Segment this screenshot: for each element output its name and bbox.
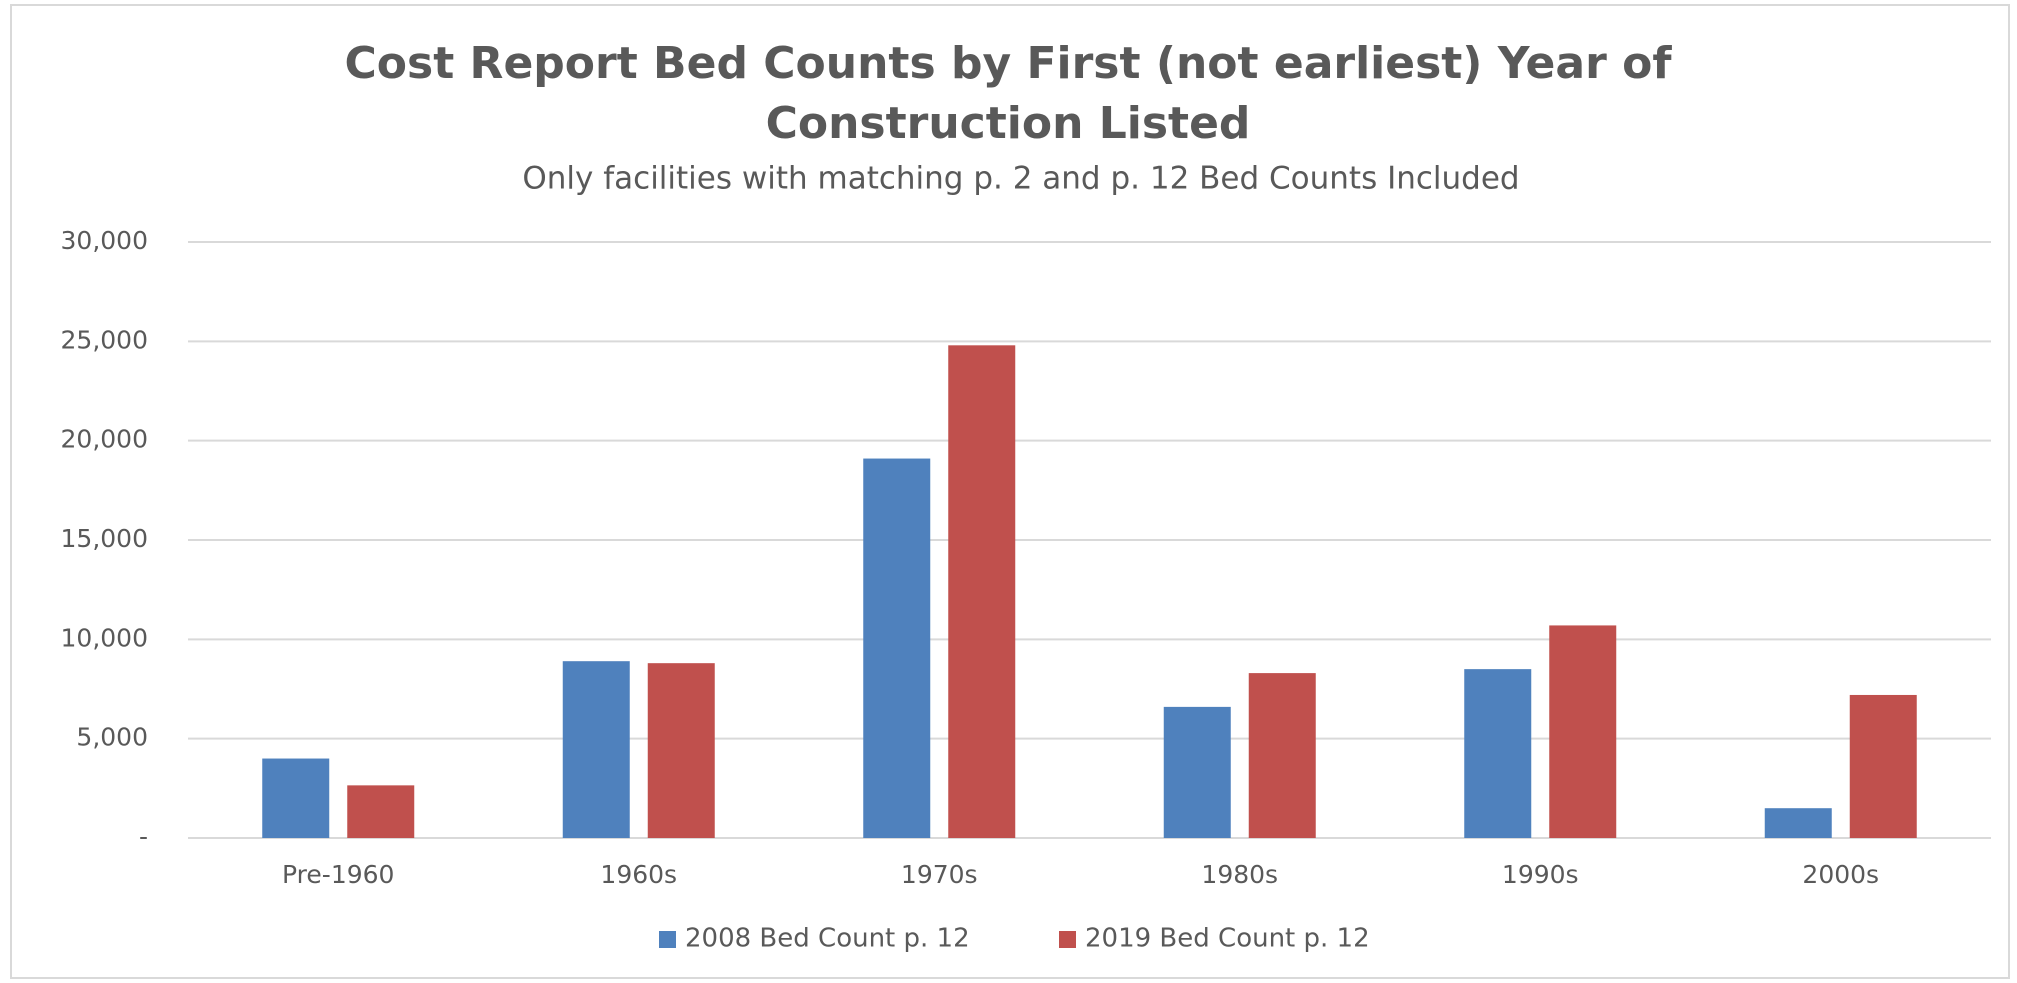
legend-label: 2008 Bed Count p. 12 [685, 924, 970, 954]
bar [1849, 694, 1917, 838]
bar [948, 345, 1016, 838]
chart-frame [10, 4, 2010, 979]
bar [1764, 808, 1832, 838]
y-tick-label: 20,000 [61, 425, 148, 454]
bar [262, 758, 330, 838]
x-tick-label: 1980s [1201, 860, 1278, 889]
legend-swatch [659, 931, 676, 948]
bar [1464, 669, 1532, 838]
x-tick-label: 1970s [901, 860, 978, 889]
y-tick-label: 25,000 [61, 325, 148, 354]
x-tick-label: 2000s [1802, 860, 1879, 889]
bar [1248, 673, 1316, 838]
chart-title: Cost Report Bed Counts by First (not ear… [344, 38, 1672, 149]
bar [863, 458, 931, 838]
bar [647, 663, 715, 838]
bar [347, 785, 415, 838]
bar [562, 661, 630, 838]
x-tick-label: Pre-1960 [282, 860, 394, 889]
chart-subtitle: Only facilities with matching p. 2 and p… [522, 161, 1519, 197]
y-tick-label: 5,000 [76, 723, 148, 752]
legend-swatch [1059, 931, 1076, 948]
x-tick-label: 1990s [1502, 860, 1579, 889]
y-tick-label: 10,000 [61, 623, 148, 652]
y-tick-label: 15,000 [61, 524, 148, 553]
y-tick-label: - [139, 822, 148, 851]
y-tick-label: 30,000 [61, 226, 148, 255]
x-tick-label: 1960s [600, 860, 677, 889]
bar [1549, 625, 1617, 838]
legend-label: 2019 Bed Count p. 12 [1085, 924, 1370, 954]
bar [1163, 706, 1231, 838]
